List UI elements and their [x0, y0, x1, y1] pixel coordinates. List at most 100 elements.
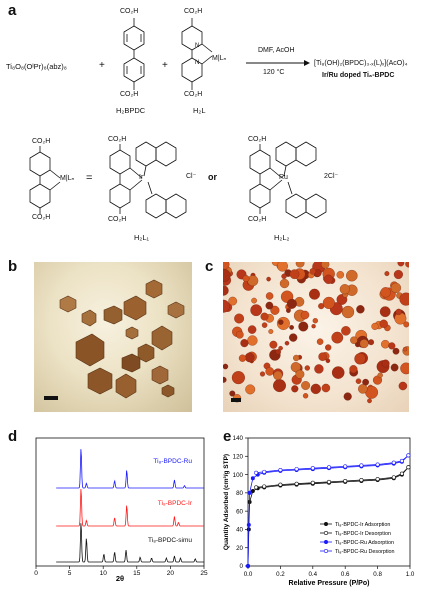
ru-crystal — [379, 319, 388, 328]
h2l-label: H₂L — [193, 106, 206, 115]
h2l-metal-ligand: M|Lₙ — [212, 55, 227, 62]
ru-crystal — [403, 321, 409, 328]
ru-crystal — [312, 318, 318, 324]
ru-crystal — [235, 330, 244, 339]
ru-crystal — [405, 262, 409, 268]
ru-crystal — [300, 310, 310, 320]
isotherm-legend-label: Ti₈-BPDC-Ir Adsorption — [335, 522, 390, 528]
ru-crystal — [398, 381, 408, 391]
isotherm-x-axis-label: Relative Pressure (P/Po) — [289, 580, 370, 587]
ru-crystal — [359, 339, 369, 349]
ru-crystal — [290, 362, 301, 373]
ru-crystal — [314, 364, 324, 374]
generic-metal-ligand: M|Lₙ — [60, 175, 75, 182]
isotherm-y-tick-label: 100 — [233, 472, 244, 479]
isotherm-y-axis-label: Quantity Adsorbed (cm³/g STP) — [223, 454, 230, 550]
crystal-photo-ir — [34, 262, 192, 412]
ru-chloride: 2Cl⁻ — [324, 173, 339, 180]
panel-label-a: a — [8, 2, 17, 19]
isotherm-point — [391, 460, 396, 465]
h2l2-label: H₂L₂ — [274, 233, 290, 242]
pxrd-plot-frame — [35, 437, 205, 567]
generic-bottom-co2h: CO₂H — [32, 214, 51, 221]
isotherm-y-tick-label: 0 — [240, 563, 244, 570]
ru-crystal — [341, 326, 351, 336]
conditions-top: DMF, AcOH — [258, 47, 295, 54]
crystal-photo-ru — [223, 262, 409, 412]
isotherm-series-line — [247, 466, 409, 567]
h2bpdc-bottom-co2h: CO₂H — [120, 91, 139, 98]
ru-crystal — [368, 339, 375, 346]
ru-crystal — [268, 329, 274, 334]
ir-complex-structure — [109, 141, 187, 219]
ru-crystal — [278, 345, 283, 351]
ru-crystal — [259, 371, 266, 377]
ru-crystal — [238, 354, 247, 362]
ru-crystal — [372, 375, 383, 385]
ru-crystal — [381, 359, 390, 368]
isotherm-legend-marker — [324, 549, 329, 554]
ru-crystal — [384, 271, 390, 277]
scale-bar — [44, 396, 58, 400]
ru-crystal — [309, 268, 317, 275]
ru-crystal — [281, 273, 287, 279]
isotherm-point — [247, 490, 252, 495]
ru-top-co2h: CO₂H — [248, 136, 267, 143]
ru-crystal — [377, 372, 383, 378]
isotherm-y-tick-label: 60 — [236, 508, 243, 515]
plus-sign-2: + — [162, 60, 168, 71]
isotherm-x-tick-label: 0.6 — [341, 571, 350, 578]
ru-crystal — [289, 325, 294, 330]
ru-crystal — [265, 367, 274, 376]
ru-crystal — [289, 333, 298, 342]
ru-crystal — [301, 381, 311, 390]
isotherm-legend-marker — [324, 522, 329, 527]
isotherm-point — [375, 462, 380, 467]
plus-sign-1: + — [99, 60, 105, 71]
h2bpdc-label: H₂BPDC — [116, 106, 146, 115]
isotherm-plot-frame — [247, 437, 411, 567]
pxrd-series-line — [56, 523, 204, 563]
panel-label-e: e — [223, 428, 232, 445]
pxrd-x-tick-label: 0 — [34, 570, 38, 577]
ru-crystal — [393, 269, 403, 280]
ru-crystal — [223, 363, 229, 370]
ru-crystal — [402, 347, 408, 352]
isotherm-point — [278, 467, 283, 472]
isotherm-x-tick-label: 0.8 — [373, 571, 382, 578]
ru-crystal — [295, 369, 305, 379]
reaction-arrow — [246, 60, 310, 66]
isotherm-point — [310, 480, 315, 485]
isotherm-point — [278, 482, 283, 487]
isotherm-legend-label: Ti₈-BPDC-Ir Desorption — [335, 531, 391, 537]
ru-crystal — [286, 308, 291, 313]
ru-crystal — [331, 331, 344, 344]
ru-crystal — [310, 383, 321, 395]
ru-crystal — [266, 276, 271, 282]
ru-crystal — [339, 284, 350, 295]
isotherm-legend-label: Ti₈-BPDC-Ru Adsorption — [335, 540, 394, 546]
ru-crystal — [245, 384, 256, 395]
h2l-n-bottom: N — [195, 60, 200, 66]
panel-label-d: d — [8, 428, 18, 445]
isotherm-point — [375, 477, 380, 482]
ir-bottom-co2h: CO₂H — [108, 216, 127, 223]
pxrd-x-axis-label: 2θ — [116, 574, 124, 583]
ru-crystal — [247, 325, 257, 334]
panel-label-c: c — [205, 258, 214, 275]
pxrd-legend-ru: Ti₈-BPDC-Ru — [153, 458, 192, 465]
ru-crystal — [231, 371, 245, 385]
ru-crystal — [240, 339, 249, 348]
isotherm-y-tick-label: 20 — [236, 545, 243, 552]
ru-crystal — [341, 305, 355, 319]
ru-crystal — [346, 269, 358, 282]
ru-crystal — [298, 321, 309, 332]
isotherm-legend-marker — [324, 540, 329, 545]
isotherm-legend-label: Ti₈-BPDC-Ru Desorption — [335, 549, 395, 555]
ru-crystal — [354, 353, 366, 365]
isotherm-point — [343, 478, 348, 483]
isotherm-point — [246, 522, 251, 527]
ru-crystal — [358, 384, 368, 394]
ru-crystal — [270, 305, 280, 315]
ru-metal-label: Ru — [279, 174, 288, 181]
